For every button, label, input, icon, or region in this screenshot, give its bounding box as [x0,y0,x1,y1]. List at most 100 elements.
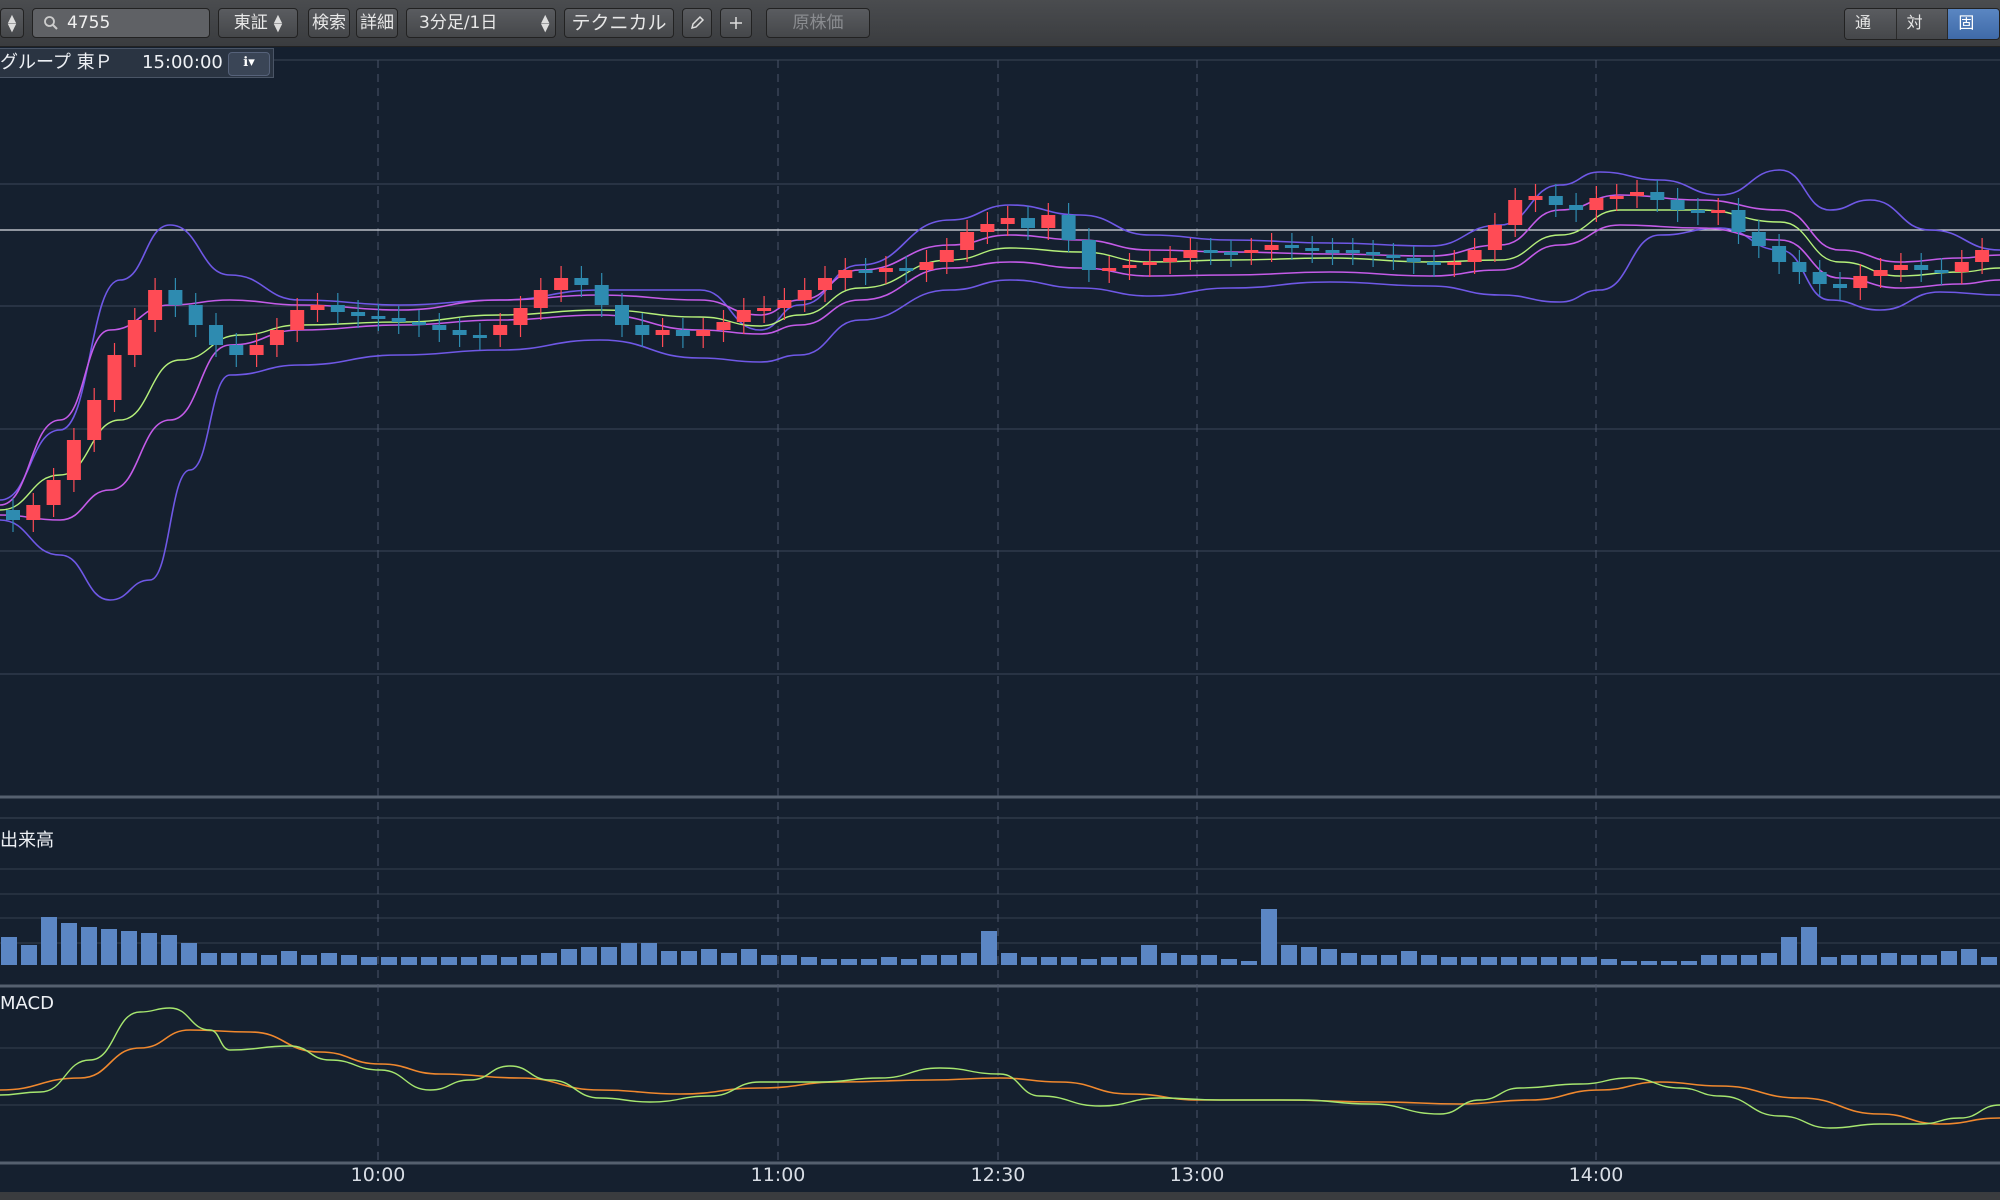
scale-log-button[interactable]: 対数 [1896,9,1949,39]
symbol-stepper[interactable]: ▲ ▼ [0,8,24,38]
candle-body [1833,284,1847,288]
toolbar: ▲▼ 東証 ▲▼ 検索 詳細 3分足/1日 ▲▼ テクニカル 原株価 通常 対数… [0,0,2000,47]
volume-bar [1161,953,1177,965]
candle-body [1609,196,1624,199]
candle-body [1427,262,1441,265]
volume-bar [1261,909,1277,965]
volume-bar [1701,955,1717,965]
candle-body [1183,250,1198,258]
candle-body [493,325,508,335]
candle-body [1284,245,1299,248]
volume-bar [41,917,57,965]
symbol-input[interactable] [59,13,207,33]
volume-bar [1001,953,1017,965]
pencil-icon [690,15,705,30]
volume-bar [781,955,797,965]
candle-body [1630,192,1644,196]
candle-body [1569,205,1584,210]
info-dropdown-button[interactable]: ℹ▾ [228,52,270,76]
candle-body [46,480,61,505]
exchange-label: 東証 [233,13,268,33]
volume-bar [1861,955,1877,965]
candle-body [919,262,934,270]
stock-price-button[interactable]: 原株価 [766,8,870,38]
volume-bar [1881,953,1897,965]
candle-body [1386,255,1401,258]
x-tick-1230: 12:30 [970,1164,1026,1186]
candle-body [1406,258,1421,262]
chart-time: 15:00:00 [142,52,223,73]
volume-bar [1641,961,1657,965]
bottom-scrollbar[interactable] [0,1192,2000,1200]
volume-bar [401,957,417,965]
select-arrows-icon: ▲ ▼ [273,12,283,34]
candle-body [107,355,122,400]
candle-body [6,510,20,520]
candle-body [1061,215,1076,240]
volume-bar [381,957,397,965]
volume-bar [701,949,717,965]
candle-body [1853,276,1868,288]
candle-body [1325,250,1340,253]
search-button[interactable]: 検索 [308,8,350,38]
candle-body [696,330,711,336]
candle-body [1934,270,1949,273]
volume-bar [1221,959,1237,965]
draw-tool-button[interactable] [682,8,712,38]
volume-bar [841,959,857,965]
candle-body [1102,268,1117,271]
chevron-down-icon: ▾ [248,55,255,70]
volume-bar [1481,957,1497,965]
volume-bar [241,953,257,965]
candle-body [1650,192,1665,200]
scale-normal-button[interactable]: 通常 [1845,9,1897,39]
candle-body [290,310,305,330]
interval-select[interactable]: 3分足/1日 ▲ ▼ [406,8,556,38]
candle-body [209,325,223,345]
candle-body [980,224,995,232]
candle-body [797,290,812,300]
candle-body [1142,262,1157,265]
symbol-search-field[interactable] [32,8,210,38]
volume-bar [661,951,677,965]
candle-body [351,312,366,316]
macd-label: MACD [0,993,54,1014]
candle-body [1528,196,1543,200]
candle-body [1711,210,1726,213]
candle-body [168,290,183,305]
volume-bar [1521,957,1537,965]
volume-bar [1741,955,1757,965]
candle-body [818,278,832,290]
candle-body [777,300,792,308]
volume-bar [521,955,537,965]
technical-button[interactable]: テクニカル [564,8,674,38]
volume-label: 出来高 [0,830,54,851]
scale-fixed-button[interactable]: 固定 [1948,9,1999,39]
volume-bar [1281,945,1297,965]
candle-body [452,330,467,335]
volume-bar [141,933,157,965]
volume-bar [1181,955,1197,965]
candle-body [594,285,609,305]
x-tick-1300: 13:00 [1169,1164,1225,1186]
candle-body [391,318,406,322]
candle-body [513,308,528,325]
candle-body [1264,245,1279,250]
candle-body [412,322,426,325]
volume-bar [1241,961,1257,965]
volume-bar [61,923,77,965]
volume-bar [321,953,337,965]
candle-body [1163,258,1178,262]
add-button[interactable] [720,8,752,38]
exchange-select[interactable]: 東証 ▲ ▼ [218,8,298,38]
volume-bar [581,947,597,965]
chart-area[interactable] [0,46,2000,1192]
candle-body [533,290,548,308]
volume-bar [901,959,917,965]
detail-button[interactable]: 詳細 [356,8,398,38]
candle-body [432,325,447,330]
candle-body [1873,270,1888,276]
volume-bar [1341,953,1357,965]
volume-bar [81,927,97,965]
interval-label: 3分足/1日 [419,13,498,33]
